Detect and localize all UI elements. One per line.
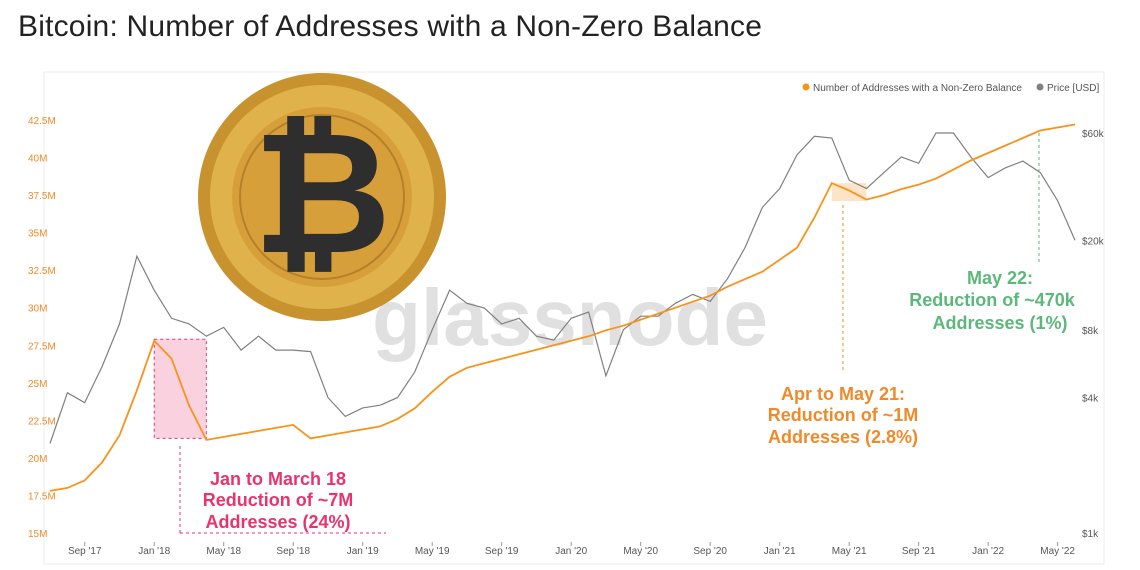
- x-tick-label: Sep '19: [485, 546, 519, 557]
- y-left-tick-label: 42.5M: [28, 116, 56, 127]
- plot-border: [43, 71, 1105, 565]
- x-tick-label: May '22: [1040, 546, 1075, 557]
- jan18-line1: Jan to March 18: [210, 469, 346, 489]
- bitcoin-logo: ₿: [198, 73, 446, 321]
- y-left-tick-label: 20M: [28, 454, 47, 465]
- y-left-tick-label: 40M: [28, 154, 47, 165]
- x-tick-label: Sep '21: [902, 546, 936, 557]
- y-left-tick-label: 32.5M: [28, 266, 56, 277]
- x-tick-label: Jan '18: [138, 546, 170, 557]
- bitcoin-b-icon: ₿: [253, 95, 392, 293]
- y-left-tick-label: 27.5M: [28, 341, 56, 352]
- jan18-line2: Reduction of ~7M: [203, 490, 354, 510]
- y-left-tick-label: 35M: [28, 229, 47, 240]
- x-tick-label: Jan '19: [347, 546, 379, 557]
- y-right-tick-label: $20k: [1082, 236, 1105, 247]
- may21-line2: Reduction of ~1M: [768, 405, 919, 425]
- price-series-line: [49, 132, 1076, 444]
- y-left-tick-label: 37.5M: [28, 191, 56, 202]
- y-right-tick-label: $4k: [1082, 394, 1099, 405]
- x-tick-label: May '20: [623, 546, 658, 557]
- coin-face: [232, 107, 412, 287]
- y-left-tick-label: 15M: [28, 529, 47, 540]
- x-tick-label: Jan '21: [764, 546, 796, 557]
- legend-addresses-label: Number of Addresses with a Non-Zero Bala…: [813, 83, 1022, 94]
- x-tick-label: May '19: [415, 546, 450, 557]
- axis-labels: 15M 17.5M 20M 22.5M 25M 27.5M 30M 32.5M 35M 37.5M…: [28, 116, 1105, 557]
- coin-inner-ring: [239, 114, 405, 280]
- legend-price-label: Price [USD]: [1047, 83, 1099, 94]
- may22-line1: May 22:: [967, 268, 1033, 288]
- x-tick-label: Jan '22: [972, 546, 1004, 557]
- annotations: Jan to March 18 Reduction of ~7M Address…: [179, 133, 1076, 534]
- legend-addresses-dot: [802, 83, 810, 91]
- x-tick-label: May '21: [832, 546, 867, 557]
- page-title: Bitcoin: Number of Addresses with a Non-…: [18, 10, 763, 43]
- y-right-tick-label: $8k: [1082, 326, 1099, 337]
- may22-line2: Reduction of ~470k: [909, 290, 1076, 310]
- y-right-tick-label: $60k: [1082, 129, 1105, 140]
- legend-price-dot: [1036, 83, 1044, 91]
- series-group: [49, 123, 1076, 492]
- jan18-line3: Addresses (24%): [205, 512, 350, 532]
- x-tick-label: Sep '17: [68, 546, 102, 557]
- addresses-series-line: [49, 123, 1076, 492]
- x-tick-label: Sep '20: [693, 546, 727, 557]
- y-left-tick-label: 25M: [28, 379, 47, 390]
- x-tick-label: May '18: [206, 546, 241, 557]
- watermark-group: glassnode: [372, 273, 768, 362]
- x-tick-label: Sep '18: [276, 546, 310, 557]
- x-tick-label: Jan '20: [555, 546, 587, 557]
- may21-line1: Apr to May 21:: [781, 384, 905, 404]
- y-left-tick-label: 30M: [28, 304, 47, 315]
- may22-line3: Addresses (1%): [932, 313, 1067, 333]
- watermark: glassnode: [372, 273, 768, 362]
- legend: Number of Addresses with a Non-Zero Bala…: [802, 83, 1099, 94]
- y-left-tick-label: 17.5M: [28, 491, 56, 502]
- y-right-tick-label: $1k: [1082, 529, 1099, 540]
- chart-frame: [43, 71, 1105, 565]
- may21-line3: Addresses (2.8%): [768, 427, 918, 447]
- y-left-tick-label: 22.5M: [28, 416, 56, 427]
